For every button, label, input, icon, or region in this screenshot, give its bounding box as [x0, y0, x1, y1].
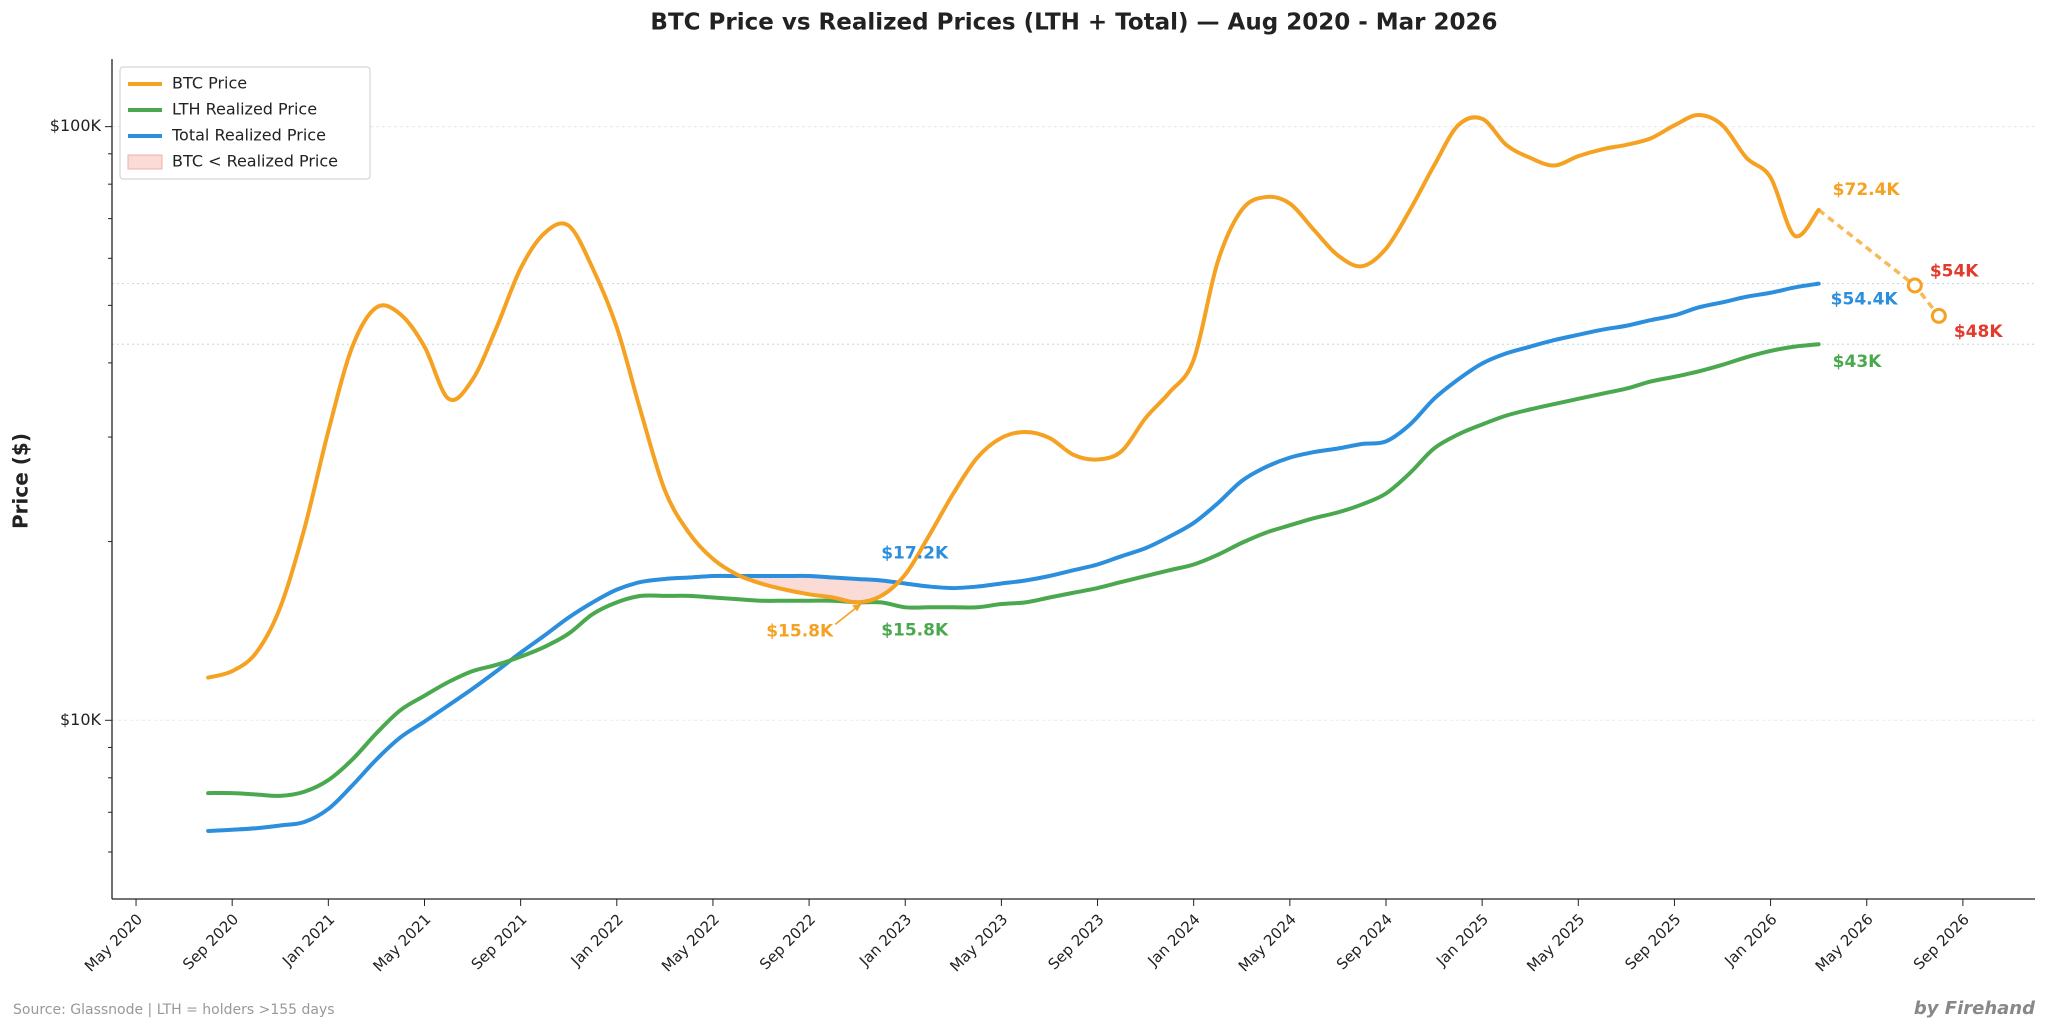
credit: by Firehand: [1914, 998, 2036, 1019]
projection-point: [1906, 277, 1923, 294]
x-tick-label: May 2021: [369, 910, 434, 975]
x-tick-label: Jan 2026: [1720, 910, 1780, 970]
x-tick-label: Sep 2024: [1333, 910, 1396, 973]
legend-swatch: [127, 154, 163, 170]
annotation: $15.8K: [881, 620, 949, 640]
chart-title: BTC Price vs Realized Prices (LTH + Tota…: [650, 10, 1497, 36]
x-tick-label: Sep 2026: [1910, 910, 1973, 973]
x-tick-label: Jan 2022: [567, 910, 627, 970]
x-tick-label: May 2022: [658, 910, 723, 975]
x-tick-label: Jan 2023: [855, 910, 915, 970]
x-tick-label: May 2023: [946, 910, 1011, 975]
x-tick-label: May 2024: [1235, 910, 1300, 975]
x-tick-label: Sep 2022: [756, 910, 819, 973]
legend: BTC Price LTH Realized Price Total Realize…: [119, 66, 371, 180]
source-note: Source: Glassnode | LTH = holders >155 d…: [13, 1002, 335, 1018]
series-line: [206, 342, 1821, 798]
legend-box: [119, 66, 371, 180]
annotation: $43K: [1833, 352, 1882, 372]
legend-label: Total Realized Price: [171, 126, 326, 145]
annotation: $15.8K: [766, 621, 834, 641]
legend-label: LTH Realized Price: [172, 100, 317, 119]
annotation: $54.4K: [1831, 290, 1899, 310]
series-line: [206, 113, 1821, 680]
x-tick-label: Jan 2025: [1432, 910, 1492, 970]
y-tick-label: $100K: [50, 116, 102, 135]
annotation-arrowhead: [852, 604, 862, 612]
x-tick-label: Sep 2023: [1044, 910, 1107, 973]
y-axis-label: Price ($): [9, 433, 33, 529]
x-tick-label: Jan 2021: [278, 910, 338, 970]
x-tick-label: Sep 2021: [468, 910, 531, 973]
annotation: $17.2K: [881, 543, 949, 563]
x-tick-label: May 2025: [1523, 910, 1588, 975]
shade-area: [208, 283, 1819, 679]
x-tick-label: May 2020: [81, 910, 146, 975]
y-tick-label: $10K: [60, 710, 102, 729]
x-tick-label: Jan 2024: [1144, 910, 1204, 970]
series-line: [206, 281, 1821, 833]
annotation: $72.4K: [1833, 180, 1901, 200]
x-tick-label: Sep 2025: [1621, 910, 1684, 973]
legend-label: BTC Price: [172, 74, 247, 93]
projection-label: $48K: [1954, 322, 2003, 342]
x-tick-label: May 2026: [1812, 910, 1877, 975]
projection-point: [1930, 307, 1947, 324]
projection-label: $54K: [1930, 262, 1979, 282]
legend-label: BTC < Realized Price: [172, 152, 338, 171]
x-tick-label: Sep 2020: [179, 910, 242, 973]
